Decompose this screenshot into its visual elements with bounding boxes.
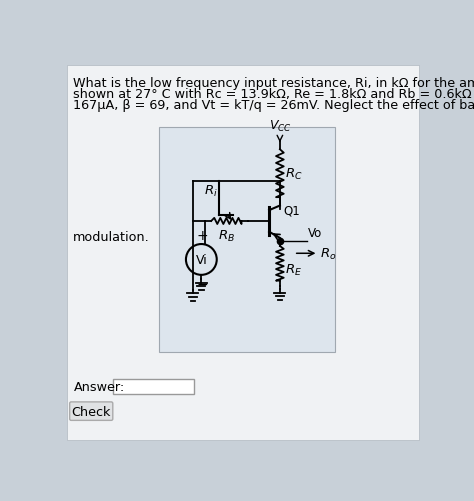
Text: $R_E$: $R_E$ (285, 263, 302, 278)
Text: Vi: Vi (195, 254, 207, 267)
Text: $R_B$: $R_B$ (218, 228, 235, 243)
Text: Check: Check (72, 405, 111, 418)
Text: $R_o$: $R_o$ (320, 246, 337, 262)
Text: shown at 27° C with Rc = 13.9kΩ, Re = 1.8kΩ and Rb = 0.6kΩ ? Use: Ic =: shown at 27° C with Rc = 13.9kΩ, Re = 1.… (73, 88, 474, 101)
FancyBboxPatch shape (66, 66, 419, 440)
Text: $R_i$: $R_i$ (204, 183, 218, 198)
Text: −: − (196, 277, 208, 291)
FancyBboxPatch shape (159, 128, 335, 352)
Text: $R_C$: $R_C$ (285, 166, 303, 181)
Text: Q1: Q1 (283, 204, 300, 217)
Text: modulation.: modulation. (73, 230, 149, 243)
Circle shape (186, 244, 217, 275)
FancyBboxPatch shape (70, 402, 113, 420)
Text: +: + (196, 229, 208, 243)
FancyBboxPatch shape (113, 379, 194, 394)
Text: What is the low frequency input resistance, Ri, in kΩ for the amplifier: What is the low frequency input resistan… (73, 77, 474, 90)
Text: 167μA, β = 69, and Vt = kT/q = 26mV. Neglect the effect of base-width: 167μA, β = 69, and Vt = kT/q = 26mV. Neg… (73, 99, 474, 112)
Text: Answer:: Answer: (74, 380, 126, 393)
Text: Vo: Vo (309, 227, 323, 240)
Text: $V_{CC}$: $V_{CC}$ (268, 119, 291, 134)
